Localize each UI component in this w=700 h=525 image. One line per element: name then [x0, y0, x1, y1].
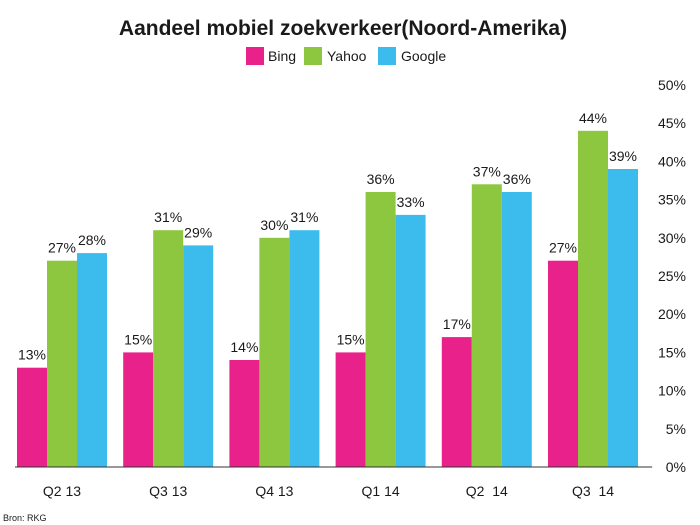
bar-yahoo-4 — [365, 192, 396, 467]
y-tick-label: 35% — [658, 192, 686, 208]
y-tick-label: 45% — [658, 115, 686, 131]
value-label-yahoo-6: 44% — [579, 110, 607, 126]
y-tick-label: 40% — [658, 153, 686, 169]
legend-swatch-bing — [246, 47, 264, 65]
x-category-label: Q4 13 — [255, 483, 293, 499]
bar-yahoo-1 — [47, 260, 77, 467]
value-label-bing-5: 17% — [443, 316, 471, 332]
bar-google-2 — [183, 245, 214, 467]
chart-title: Aandeel mobiel zoekverkeer(Noord-Amerika… — [119, 17, 567, 40]
bar-bing-4 — [335, 352, 366, 467]
legend-label-bing: Bing — [268, 48, 296, 64]
source-note: Bron: RKG — [3, 513, 47, 523]
value-label-yahoo-3: 30% — [260, 217, 288, 233]
value-label-google-6: 39% — [609, 148, 637, 164]
value-label-bing-2: 15% — [124, 331, 152, 347]
value-label-yahoo-1: 27% — [48, 240, 76, 256]
bar-yahoo-5 — [471, 184, 502, 468]
value-label-google-4: 33% — [397, 194, 425, 210]
value-label-google-5: 36% — [503, 171, 531, 187]
legend-label-yahoo: Yahoo — [327, 48, 367, 64]
value-label-bing-4: 15% — [337, 331, 365, 347]
bar-bing-1 — [17, 367, 47, 467]
x-category-label: Q3 13 — [149, 483, 187, 499]
bar-bing-6 — [548, 260, 578, 467]
y-tick-label: 15% — [658, 344, 686, 360]
legend: Bing Yahoo Google — [246, 47, 446, 65]
x-category-label: Q2 13 — [43, 483, 81, 499]
bar-yahoo-2 — [153, 230, 184, 467]
value-label-yahoo-4: 36% — [367, 171, 395, 187]
x-category-label: Q1 14 — [362, 483, 400, 499]
bar-bing-3 — [229, 360, 260, 467]
bar-bing-5 — [441, 337, 472, 467]
value-label-google-1: 28% — [78, 232, 106, 248]
bar-bing-2 — [123, 352, 154, 467]
value-label-yahoo-2: 31% — [154, 209, 182, 225]
y-tick-label: 10% — [658, 383, 686, 399]
bar-yahoo-3 — [259, 237, 290, 467]
x-category-label: Q2 14 — [466, 483, 508, 499]
value-label-bing-3: 14% — [230, 339, 258, 355]
value-label-bing-6: 27% — [549, 240, 577, 256]
y-tick-label: 30% — [658, 230, 686, 246]
x-axis: Q2 13 Q3 13 Q4 13 Q1 14 Q2 14 Q3 14 — [43, 483, 614, 499]
x-category-label: Q3 14 — [572, 483, 614, 499]
y-axis: 0% 5% 10% 15% 20% 25% 30% 35% 40% 45% 50% — [658, 77, 686, 475]
value-label-google-2: 29% — [184, 224, 212, 240]
value-label-bing-1: 13% — [18, 347, 46, 363]
value-label-google-3: 31% — [290, 209, 318, 225]
legend-label-google: Google — [401, 48, 446, 64]
bar-google-6 — [608, 169, 638, 467]
y-tick-label: 50% — [658, 77, 686, 93]
y-tick-label: 5% — [666, 421, 686, 437]
value-label-yahoo-5: 37% — [473, 163, 501, 179]
y-tick-label: 0% — [666, 459, 686, 475]
legend-swatch-yahoo — [304, 47, 322, 65]
legend-swatch-google — [378, 47, 396, 65]
plot-area: 13%27% 28%15%31%29%14%30% 31%15%36%33%17%3… — [15, 110, 653, 468]
bar-google-5 — [501, 192, 532, 467]
bar-google-4 — [395, 214, 426, 467]
bar-yahoo-6 — [578, 130, 608, 468]
bar-google-3 — [289, 230, 320, 467]
y-tick-label: 20% — [658, 306, 686, 322]
y-tick-label: 25% — [658, 268, 686, 284]
bar-google-1 — [77, 253, 107, 467]
